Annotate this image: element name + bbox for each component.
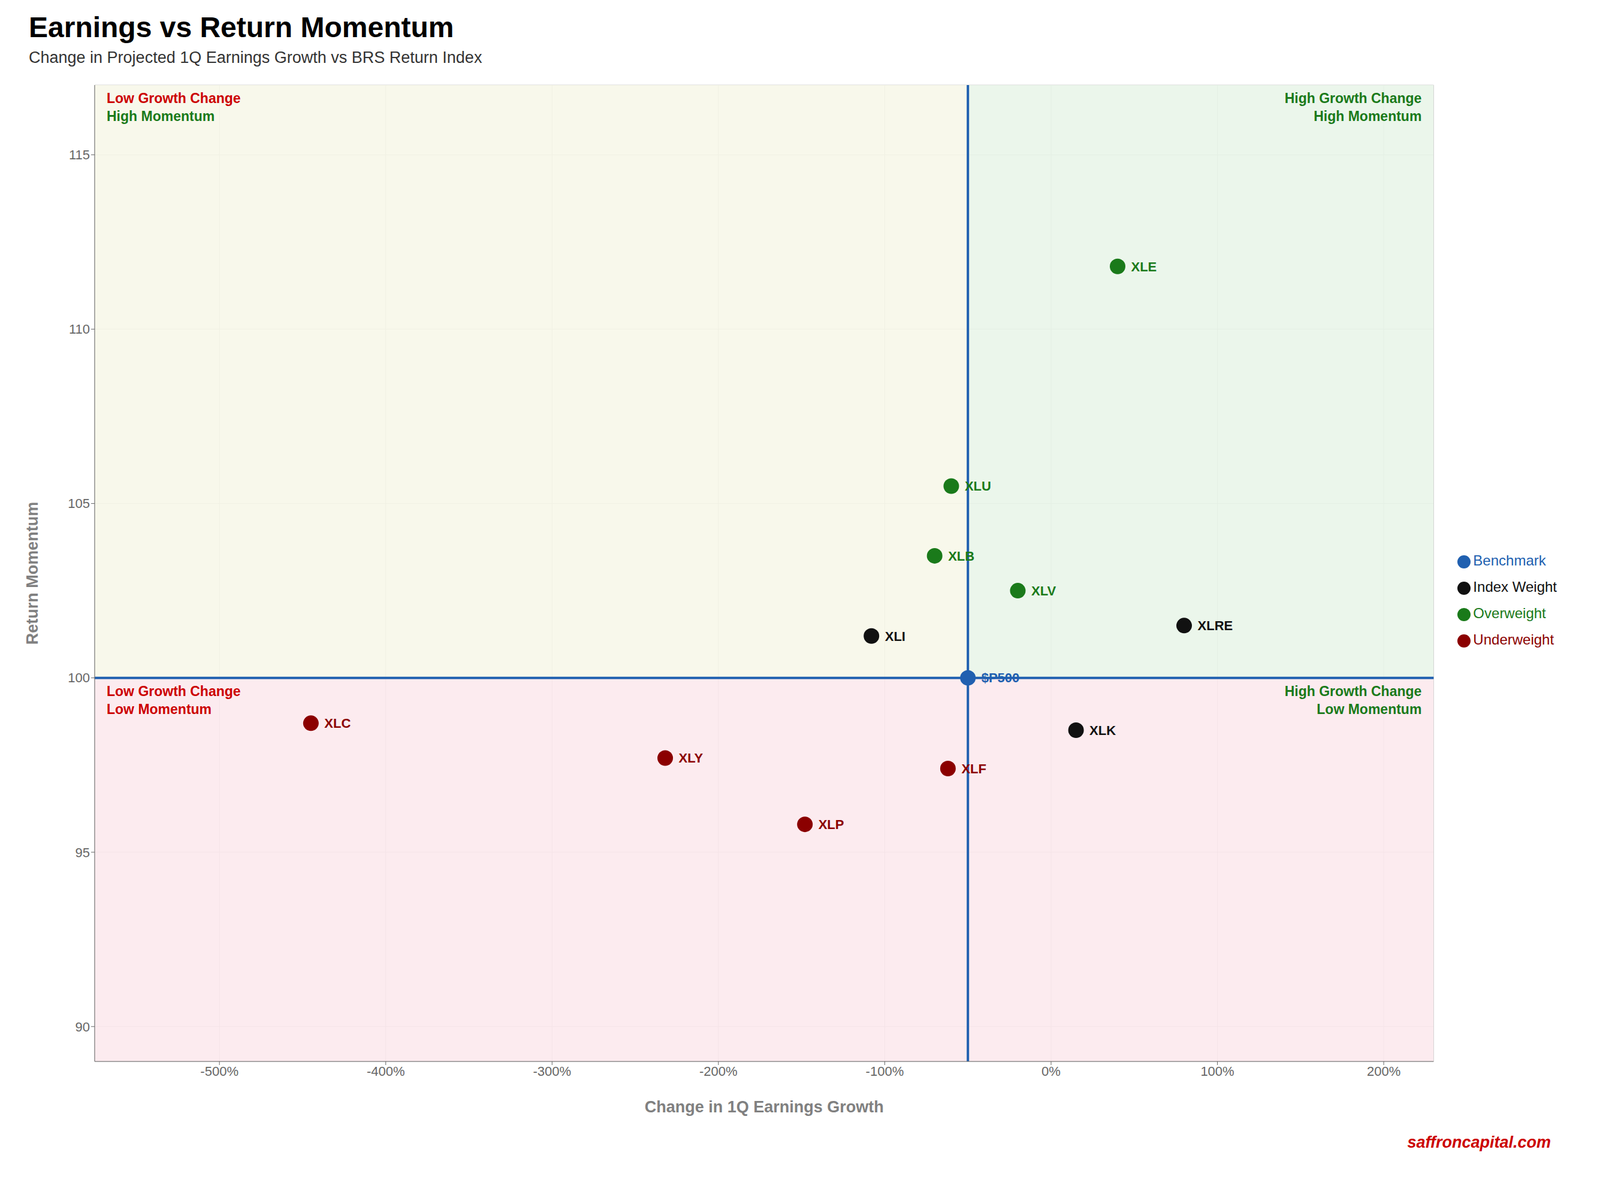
svg-text:-300%: -300% — [532, 1064, 572, 1080]
html-text:Benchmark: Benchmark — [1473, 552, 1546, 569]
svg-text:$P500: $P500 — [981, 670, 1020, 686]
svg-text:Low Momentum: Low Momentum — [1316, 701, 1422, 718]
svg-text:XLRE: XLRE — [1197, 618, 1234, 634]
html-text:Earnings vs Return Momentum: Earnings vs Return Momentum — [28, 11, 454, 44]
svg-text:0%: 0% — [1041, 1064, 1061, 1080]
svg-text:-100%: -100% — [865, 1064, 905, 1080]
svg-text:95: 95 — [75, 845, 90, 861]
svg-text:Low Growth Change: Low Growth Change — [106, 90, 241, 107]
svg-text:105: 105 — [67, 496, 90, 512]
svg-text:Low Momentum: Low Momentum — [106, 701, 212, 718]
html-text:saffroncapital.com: saffroncapital.com — [1407, 1133, 1551, 1152]
svg-text:High Growth Change: High Growth Change — [1284, 90, 1423, 107]
svg-text:100%: 100% — [1200, 1064, 1234, 1080]
svg-text:115: 115 — [68, 147, 90, 163]
svg-text:XLU: XLU — [964, 478, 992, 494]
svg-text:Change in 1Q Earnings Growth: Change in 1Q Earnings Growth — [644, 1098, 884, 1117]
svg-text:110: 110 — [68, 321, 90, 337]
svg-text:High Growth Change: High Growth Change — [1284, 683, 1423, 700]
svg-text:Low Growth Change: Low Growth Change — [106, 683, 241, 700]
svg-text:XLK: XLK — [1089, 723, 1116, 739]
svg-text:-200%: -200% — [699, 1064, 738, 1080]
svg-text:XLB: XLB — [948, 548, 975, 564]
svg-text:XLV: XLV — [1031, 583, 1056, 599]
svg-text:XLE: XLE — [1131, 259, 1158, 275]
svg-text:XLC: XLC — [324, 716, 351, 732]
svg-text:Return Momentum: Return Momentum — [23, 502, 42, 646]
svg-text:XLI: XLI — [885, 629, 906, 645]
html-text:Change in Projected 1Q Earning: Change in Projected 1Q Earnings Growth v… — [28, 48, 483, 67]
svg-text:High Momentum: High Momentum — [1313, 108, 1422, 125]
svg-text:XLF: XLF — [961, 761, 987, 777]
svg-text:100: 100 — [67, 670, 90, 686]
svg-text:XLY: XLY — [678, 750, 704, 766]
html-text:Underweight: Underweight — [1473, 631, 1554, 648]
svg-text:High Momentum: High Momentum — [106, 108, 215, 125]
svg-text:200%: 200% — [1366, 1064, 1401, 1080]
svg-text:-500%: -500% — [200, 1064, 239, 1080]
svg-text:XLP: XLP — [818, 817, 845, 833]
svg-text:-400%: -400% — [366, 1064, 406, 1080]
svg-text:90: 90 — [75, 1019, 90, 1035]
html-text:Index Weight: Index Weight — [1473, 578, 1557, 596]
html-text:Overweight: Overweight — [1473, 605, 1546, 622]
